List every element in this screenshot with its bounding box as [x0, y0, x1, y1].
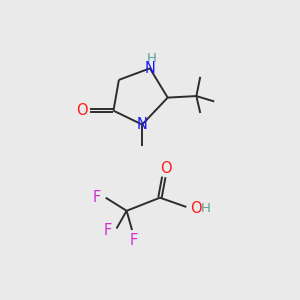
Text: O: O — [160, 161, 172, 176]
Text: N: N — [137, 117, 148, 132]
Text: H: H — [200, 202, 210, 215]
Text: O: O — [76, 103, 88, 118]
Text: H: H — [146, 52, 156, 65]
Text: F: F — [130, 232, 138, 247]
Text: F: F — [93, 190, 101, 205]
Text: O: O — [190, 201, 202, 216]
Text: F: F — [104, 223, 112, 238]
Text: N: N — [144, 61, 155, 76]
